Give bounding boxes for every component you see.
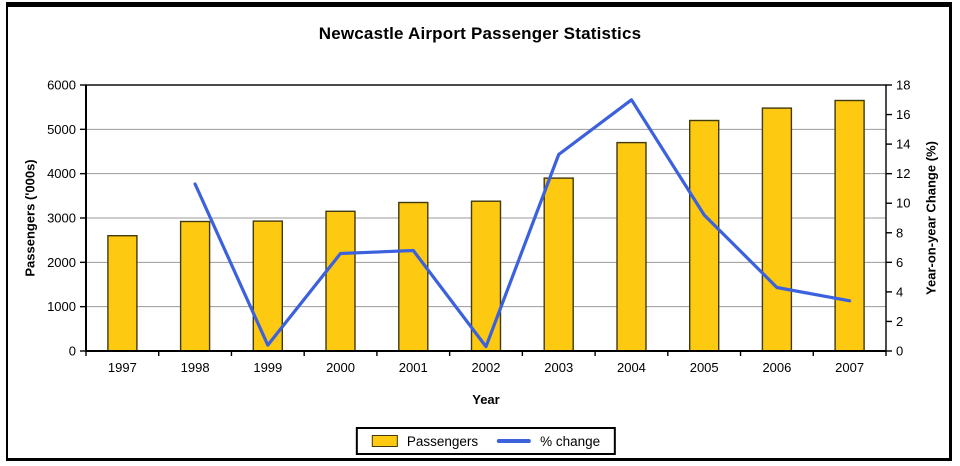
bar-2003 — [543, 177, 574, 352]
right-tick-label: 8 — [896, 225, 903, 240]
left-tick-label: 4000 — [47, 166, 76, 181]
bar-1998 — [179, 220, 211, 352]
right-tick-label: 6 — [896, 255, 903, 270]
right-tick-label: 14 — [896, 137, 910, 152]
x-tick-label: 2005 — [690, 360, 719, 375]
legend-passengers-label: Passengers — [406, 433, 479, 449]
right-tick-label: 16 — [896, 107, 910, 122]
bar-2006 — [761, 107, 793, 352]
pct-change-line — [193, 98, 852, 349]
bar-2001 — [398, 201, 429, 352]
left-tick-label: 2000 — [47, 255, 76, 270]
right-tick-label: 0 — [896, 344, 903, 359]
left-tick-label: 0 — [69, 344, 76, 359]
right-tick-label: 10 — [896, 196, 910, 211]
x-axis-title: Year — [472, 392, 500, 407]
legend-pct-change-label: % change — [540, 433, 601, 449]
bar-2004 — [616, 141, 647, 352]
x-tick-label: 2001 — [399, 360, 428, 375]
bar-2002 — [470, 200, 502, 352]
right-tick-label: 4 — [896, 284, 903, 299]
left-tick-label: 3000 — [47, 211, 76, 226]
x-tick-label: 2002 — [472, 360, 501, 375]
bar-1997 — [107, 234, 138, 352]
right-tick-label: 12 — [896, 166, 910, 181]
x-tick-label: 2000 — [326, 360, 355, 375]
x-tick-label: 2003 — [544, 360, 573, 375]
right-tick-label: 18 — [896, 78, 910, 93]
bar-2000 — [325, 210, 356, 352]
bar-2005 — [689, 119, 720, 352]
x-tick-label: 2004 — [617, 360, 646, 375]
x-tick-label: 1998 — [181, 360, 210, 375]
left-tick-label: 6000 — [47, 78, 76, 93]
x-tick-label: 2006 — [762, 360, 791, 375]
x-tick-label: 1997 — [108, 360, 137, 375]
left-tick-label: 1000 — [47, 299, 76, 314]
chart-outer-frame — [6, 2, 952, 461]
legend: Passengers % change — [355, 427, 617, 455]
legend-passengers-swatch-icon — [371, 435, 398, 447]
left-tick-label: 5000 — [47, 122, 76, 137]
chart-title: Newcastle Airport Passenger Statistics — [318, 24, 642, 43]
right-tick-label: 2 — [896, 314, 903, 329]
x-tick-label: 2007 — [835, 360, 864, 375]
bar-2007 — [834, 99, 865, 352]
legend-pct-change-line-icon — [497, 439, 532, 443]
x-tick-label: 1999 — [253, 360, 282, 375]
